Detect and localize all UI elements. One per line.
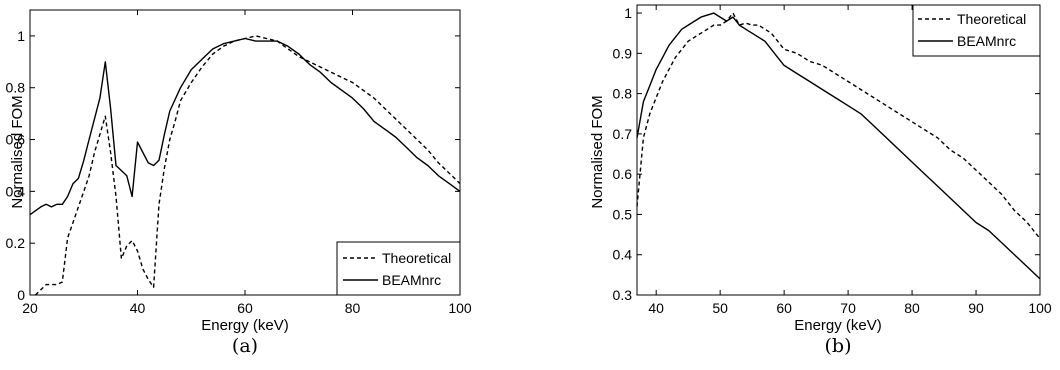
chart-a-ytick-label-0.4: 0.4 xyxy=(6,183,26,199)
chart-a-legend-box xyxy=(336,241,461,296)
chart-b-ytick-label-0.4: 0.4 xyxy=(613,247,633,263)
chart-a-series-theoretical-line xyxy=(34,35,461,296)
chart-b-legend-label-theoretical: Theoretical xyxy=(957,11,1026,27)
chart-a-xtick-label-80: 80 xyxy=(345,300,361,316)
chart-b-ticks: 40 50 60 70 80 90 100 0.3 0.4 0.5 0.6 0.7 0.8 0.9 1 xyxy=(613,5,1052,316)
chart-a-ytick-label-0.6: 0.6 xyxy=(6,132,26,148)
chart-b-xlabel: Energy (keV) xyxy=(794,317,882,334)
chart-b-plot-frame xyxy=(636,4,1041,296)
chart-b-ytick-label-0.5: 0.5 xyxy=(613,206,633,222)
chart-a-legend-label-beamnrc: BEAMnrc xyxy=(382,272,441,288)
chart-a-series xyxy=(29,35,461,296)
chart-b-series-beamnrc-line xyxy=(636,12,1041,280)
chart-a-ytick-label-1: 1 xyxy=(17,28,25,44)
chart-b-ytick-label-0.8: 0.8 xyxy=(613,86,633,102)
chart-a-ytick-label-0: 0 xyxy=(17,287,25,303)
chart-b-ytick-label-0.7: 0.7 xyxy=(613,126,633,142)
chart-b-ytick-label-0.9: 0.9 xyxy=(613,45,633,61)
chart-b-ytick-label-0.3: 0.3 xyxy=(613,287,633,303)
chart-a-xlabel: Energy (keV) xyxy=(201,317,289,334)
chart-a-xtick-label-20: 20 xyxy=(22,300,38,316)
chart-b-ytick-label-1: 1 xyxy=(624,5,632,21)
chart-a-caption: (a) xyxy=(232,335,258,357)
chart-b-legend: Theoretical BEAMnrc xyxy=(912,4,1041,57)
chart-b-legend-box xyxy=(912,4,1041,57)
chart-b-ytick-label-0.6: 0.6 xyxy=(613,166,633,182)
chart-b-legend-label-beamnrc: BEAMnrc xyxy=(957,33,1016,49)
chart-b-series xyxy=(636,12,1041,280)
chart-b-caption: (b) xyxy=(825,335,852,357)
chart-a-ylabel: Normalised FOM xyxy=(9,95,26,208)
chart-b-xtick-label-100: 100 xyxy=(1028,300,1052,316)
chart-b-series-theoretical-line xyxy=(636,12,1041,240)
chart-a-xtick-label-40: 40 xyxy=(130,300,146,316)
chart-b: 40 50 60 70 80 90 100 0.3 0.4 0.5 0.6 0.7 0.8 0.9 1 En… xyxy=(589,4,1052,357)
chart-b-ylabel: Normalised FOM xyxy=(589,95,606,208)
chart-b-xtick-label-80: 80 xyxy=(904,300,920,316)
chart-b-xtick-label-60: 60 xyxy=(776,300,792,316)
chart-b-xtick-label-50: 50 xyxy=(712,300,728,316)
chart-a-ytick-label-0.2: 0.2 xyxy=(6,235,26,251)
chart-a-series-beamnrc-line xyxy=(29,37,461,216)
chart-b-xtick-label-70: 70 xyxy=(840,300,856,316)
chart-a-legend-label-theoretical: Theoretical xyxy=(382,250,451,266)
chart-a-xtick-label-60: 60 xyxy=(237,300,253,316)
chart-a-ytick-label-0.8: 0.8 xyxy=(6,80,26,96)
chart-b-xtick-label-90: 90 xyxy=(968,300,984,316)
chart-a: 20 40 60 80 100 0 0.2 0.4 0.6 0.8 1 Energy (keV) N… xyxy=(6,9,472,357)
chart-a-legend: Theoretical BEAMnrc xyxy=(336,241,461,296)
chart-b-xtick-label-40: 40 xyxy=(648,300,664,316)
chart-a-xtick-label-100: 100 xyxy=(448,300,472,316)
